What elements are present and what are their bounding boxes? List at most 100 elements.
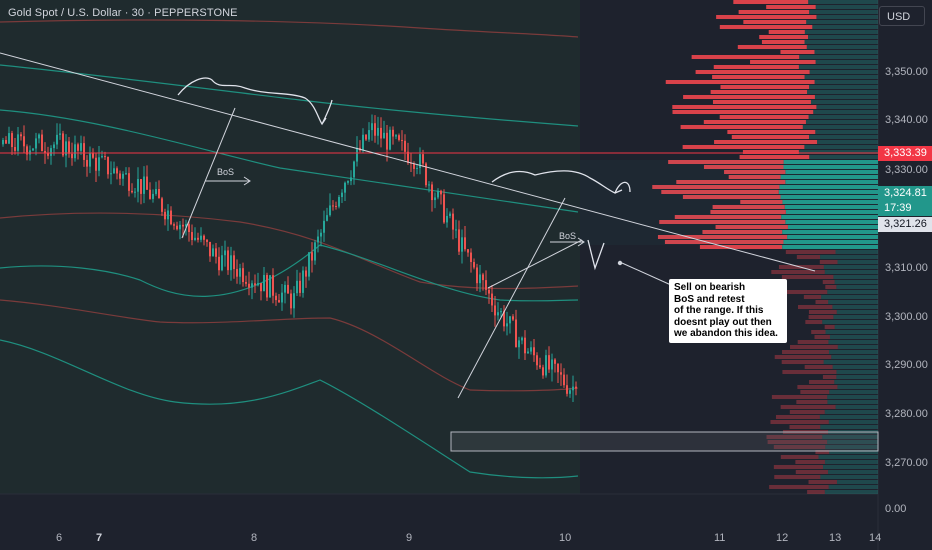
candle-body [362,134,364,151]
time-tick: 7 [96,532,103,544]
candle-body [401,139,403,141]
bos-label-left[interactable]: BoS [217,167,235,177]
trade-idea-note[interactable]: Sell on bearish BoS and retest of the ra… [669,279,787,343]
candle-body [542,367,544,376]
candle-body [14,147,16,151]
trendline-right-rally [457,197,566,399]
candle-body [311,252,313,261]
candle-body [512,316,514,320]
candle-body [80,143,82,151]
candle-body [68,141,70,154]
candle-body [536,355,538,366]
price-tick: 3,330.00 [885,164,928,176]
candle-body [83,143,85,160]
candle-body [185,224,187,227]
bos-label-right[interactable]: BoS [559,231,577,241]
candle-body [299,280,301,293]
descending-trendline [0,52,816,272]
candle-body [464,237,466,250]
candle-body [266,274,268,298]
candle-body [428,184,430,186]
candle-body [251,283,253,288]
candle-body [389,129,391,150]
candle-body [263,274,265,292]
volume-zero-label: 0.00 [885,503,907,515]
time-tick: 12 [776,532,789,544]
time-tick: 10 [559,532,572,544]
time-tick: 11 [714,532,726,544]
candle-body [272,275,274,296]
candle-body [161,198,163,212]
candle-body [293,293,295,309]
candle-body [533,347,535,356]
volume-profile-buy [778,0,878,494]
candle-body [377,127,379,136]
bar-countdown: 17:39 [884,202,912,214]
candle-body [149,189,151,199]
candle-body [404,140,406,152]
candle-body [446,215,448,223]
candle-body [449,213,451,216]
candle-body [338,197,340,207]
demand-zone-box [450,431,879,452]
candle-body [485,280,487,290]
candle-body [53,144,55,149]
candle-body [461,237,463,252]
candle-body [494,305,496,316]
currency-selector[interactable]: USD [879,6,925,26]
price-axis-bg [878,0,932,550]
time-tick: 13 [829,532,842,544]
candle-body [116,168,118,174]
trendline-left-rally [181,107,236,239]
candle-body [119,173,121,179]
candle-body [5,139,7,144]
candle-body [197,237,199,240]
candle-body [29,150,31,155]
candle-body [407,151,409,163]
candle-body [248,283,250,288]
candle-body [323,220,325,233]
note-line: we abandon this idea. [674,328,778,339]
price-tick: 3,290.00 [885,359,928,371]
candle-body [140,178,142,194]
candle-body [476,267,478,284]
candle-body [365,134,367,140]
candle-body [395,135,397,137]
candle-body [326,215,328,221]
candle-body [194,237,196,240]
candle-body [314,242,316,261]
candle-body [188,224,190,233]
candle-body [101,156,103,158]
candle-body [92,153,94,158]
candle-body [431,184,433,201]
candle-body [347,181,349,183]
price-tick: 3,350.00 [885,66,928,78]
candle-body [356,147,358,162]
candle-body [236,269,238,277]
candle-body [20,134,22,137]
candle-body [545,355,547,376]
candle-body [332,205,334,207]
last-price-value: 3,324.81 [884,187,927,199]
candle-body [224,250,226,256]
candle-body [86,159,88,167]
candle-body [41,134,43,152]
candle-body [74,144,76,159]
candle-body [368,130,370,140]
candle-body [305,270,307,277]
candle-body [296,280,298,294]
candle-body [26,146,28,155]
symbol-title[interactable]: Gold Spot / U.S. Dollar · 30 · PEPPERSTO… [8,7,238,19]
volume-profile-sell [652,0,838,494]
candle-body [506,323,508,327]
candle-body [104,156,106,158]
candle-body [278,300,280,303]
candle-body [125,173,127,175]
candle-body [467,249,469,253]
candle-body [335,205,337,207]
candle-body [11,133,13,148]
note-pointer-dot [617,260,623,266]
candle-body [488,289,490,294]
price-candles [2,114,577,403]
